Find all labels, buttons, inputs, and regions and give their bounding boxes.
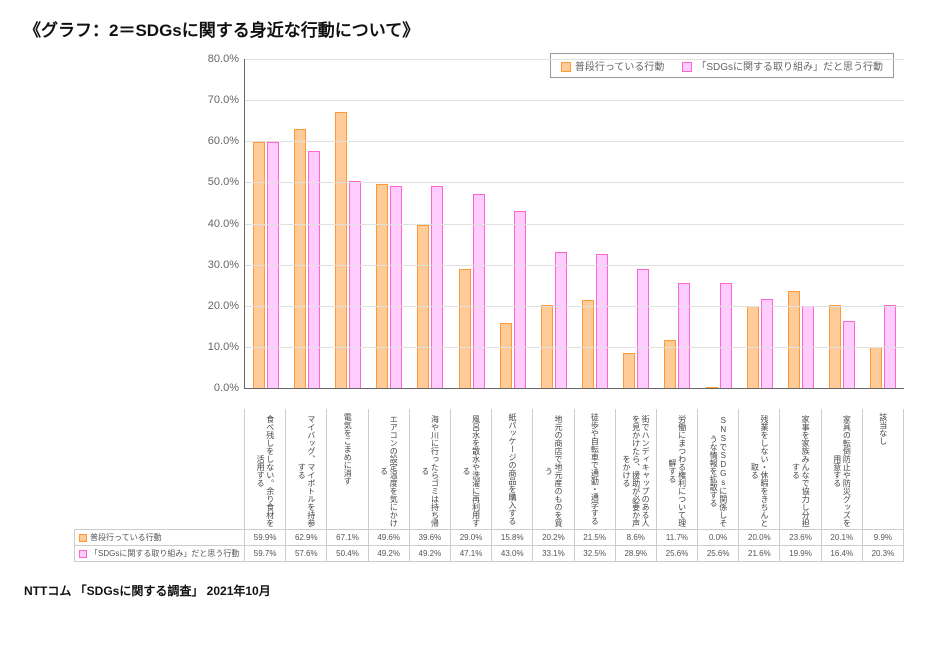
table-cell: 23.6% <box>780 530 821 546</box>
gridline <box>245 100 904 101</box>
bar <box>720 283 732 388</box>
x-category-label: 海や川に行ったらゴミは持ち帰る <box>409 409 450 529</box>
y-tick-label: 70.0% <box>208 94 245 106</box>
bar <box>637 269 649 388</box>
x-category-label: 労働にまつわる権利について理解する <box>656 409 697 529</box>
y-tick-label: 10.0% <box>208 341 245 353</box>
table-cell: 19.9% <box>780 546 821 562</box>
bar <box>349 181 361 388</box>
y-tick-label: 60.0% <box>208 135 245 147</box>
bar <box>459 269 471 388</box>
bar <box>376 184 388 388</box>
table-cell: 28.9% <box>615 546 656 562</box>
table-cell: 49.2% <box>368 546 409 562</box>
table-cell: 20.2% <box>533 530 574 546</box>
bar <box>431 186 443 388</box>
row-header: 「SDGsに関する取り組み」だと思う行動 <box>75 546 245 562</box>
gridline <box>245 182 904 183</box>
bar <box>843 321 855 388</box>
table-cell: 21.5% <box>574 530 615 546</box>
table-cell: 32.5% <box>574 546 615 562</box>
gridline <box>245 306 904 307</box>
table-cell: 59.9% <box>245 530 286 546</box>
row-header: 普段行っている行動 <box>75 530 245 546</box>
x-category-label: 家事を家族みんなで協力し分担する <box>779 409 820 529</box>
table-cell: 59.7% <box>245 546 286 562</box>
table-cell: 39.6% <box>409 530 450 546</box>
table-row: 普段行っている行動59.9%62.9%67.1%49.6%39.6%29.0%1… <box>75 530 904 546</box>
gridline <box>245 141 904 142</box>
bar <box>582 300 594 388</box>
gridline <box>245 347 904 348</box>
table-cell: 25.6% <box>656 546 697 562</box>
x-category-label: エアコンの設定温度を気にかける <box>368 409 409 529</box>
table-cell: 20.3% <box>862 546 903 562</box>
chart-area: 普段行っている行動「SDGsに関する取り組み」だと思う行動 0.0%10.0%2… <box>194 49 914 409</box>
bar <box>294 129 306 388</box>
bar <box>308 151 320 388</box>
x-category-label: 家具の転倒防止や防災グッズを用意する <box>821 409 862 529</box>
bar <box>678 283 690 388</box>
table-cell: 49.2% <box>409 546 450 562</box>
y-tick-label: 50.0% <box>208 176 245 188</box>
x-category-label: SNSでSDGsに関係しそうな情報を拡散する <box>697 409 738 529</box>
table-row: 「SDGsに関する取り組み」だと思う行動59.7%57.6%50.4%49.2%… <box>75 546 904 562</box>
table-cell: 9.9% <box>862 530 903 546</box>
table-cell: 0.0% <box>698 530 739 546</box>
table-cell: 49.6% <box>368 530 409 546</box>
table-cell: 67.1% <box>327 530 368 546</box>
x-category-label: 地元の商店で地元産のものを買う <box>532 409 573 529</box>
plot: 0.0%10.0%20.0%30.0%40.0%50.0%60.0%70.0%8… <box>244 59 904 389</box>
x-category-label: 紙パッケージの商品を購入する <box>491 409 532 529</box>
table-cell: 16.4% <box>821 546 862 562</box>
row-label: 「SDGsに関する取り組み」だと思う行動 <box>90 549 239 558</box>
x-category-label: 徒歩や自転車で通勤・通学する <box>574 409 615 529</box>
bar <box>706 387 718 388</box>
table-cell: 25.6% <box>698 546 739 562</box>
y-tick-label: 20.0% <box>208 300 245 312</box>
source-line: NTTコム 「SDGsに関する調査」 2021年10月 <box>24 582 915 599</box>
y-tick-label: 40.0% <box>208 218 245 230</box>
bar <box>514 211 526 388</box>
table-cell: 62.9% <box>286 530 327 546</box>
table-cell: 29.0% <box>450 530 491 546</box>
x-category-label: マイバッグ、マイボトルを持参する <box>285 409 326 529</box>
row-swatch <box>79 534 87 542</box>
y-tick-label: 30.0% <box>208 259 245 271</box>
y-tick-label: 0.0% <box>214 382 245 394</box>
table-cell: 21.6% <box>739 546 780 562</box>
gridline <box>245 59 904 60</box>
table-cell: 11.7% <box>656 530 697 546</box>
table-cell: 47.1% <box>450 546 491 562</box>
x-category-label: 風呂水を散水や洗濯に再利用する <box>450 409 491 529</box>
bar <box>500 323 512 388</box>
bar <box>623 353 635 388</box>
row-label: 普段行っている行動 <box>90 533 162 542</box>
table-cell: 8.6% <box>615 530 656 546</box>
gridline <box>245 265 904 266</box>
table-cell: 15.8% <box>492 530 533 546</box>
x-category-label: 街でハンディキャップのある人を見かけたら、援助が必要か声をかける <box>615 409 656 529</box>
x-category-label: 食べ残しをしない。余り食材を活用する <box>244 409 285 529</box>
row-swatch <box>79 550 87 558</box>
bar <box>596 254 608 388</box>
page-title: 《グラフ：2＝SDGsに関する身近な行動について》 <box>24 16 915 41</box>
x-axis: 食べ残しをしない。余り食材を活用するマイバッグ、マイボトルを持参する電気をこまめ… <box>244 409 904 529</box>
x-category-label: 残業をしない・休暇をきちんと取る <box>738 409 779 529</box>
x-category-label: 電気をこまめに消す <box>326 409 367 529</box>
bar <box>761 299 773 388</box>
gridline <box>245 224 904 225</box>
table-cell: 43.0% <box>492 546 533 562</box>
table-cell: 20.1% <box>821 530 862 546</box>
y-tick-label: 80.0% <box>208 53 245 65</box>
data-table: 普段行っている行動59.9%62.9%67.1%49.6%39.6%29.0%1… <box>74 529 904 562</box>
bar <box>390 186 402 388</box>
table-cell: 33.1% <box>533 546 574 562</box>
bar <box>870 347 882 388</box>
bar <box>555 252 567 388</box>
table-cell: 50.4% <box>327 546 368 562</box>
table-cell: 57.6% <box>286 546 327 562</box>
table-cell: 20.0% <box>739 530 780 546</box>
x-category-label: 該当なし <box>862 409 904 529</box>
